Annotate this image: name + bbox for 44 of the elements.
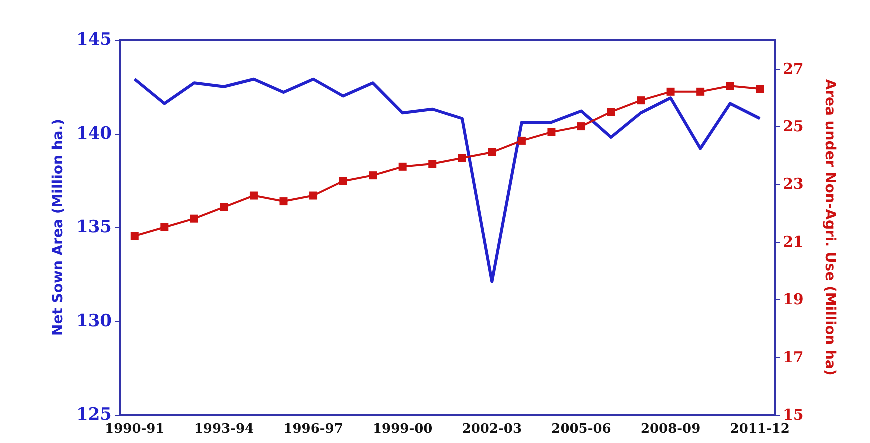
point [488, 148, 496, 156]
y2-tick-label: 15 [783, 406, 804, 424]
y-tick-label: 145 [76, 30, 112, 50]
point [666, 88, 675, 96]
point [756, 85, 764, 94]
x-tick-label: 1999-00 [373, 422, 433, 437]
point [518, 136, 526, 145]
point [280, 198, 288, 206]
point [130, 232, 139, 240]
y2-tick-label: 17 [783, 348, 804, 366]
y-axis-title: Net Sown Area (Million ha.) [50, 119, 67, 336]
point [607, 108, 616, 116]
point [577, 122, 586, 131]
point [339, 177, 348, 186]
y2-tick-label: 27 [783, 60, 804, 78]
x-tick-label: 1996-97 [284, 422, 344, 437]
y2-tick-label: 25 [783, 118, 804, 136]
x-tick-label: 2005-06 [552, 422, 612, 437]
point [548, 128, 556, 136]
point [398, 162, 407, 171]
x-tick-label: 1993-94 [194, 422, 254, 437]
point [310, 192, 318, 200]
point [369, 172, 378, 180]
point [220, 203, 228, 212]
point [696, 88, 705, 96]
x-tick-label: 2002-03 [462, 422, 522, 437]
x-tick-label: 1990-91 [105, 422, 165, 437]
y2-tick-label: 21 [783, 232, 804, 251]
y2-axis-title: Area under Non-Agri. Use (Million ha) [822, 79, 838, 376]
point [637, 96, 646, 105]
y-tick-label: 135 [76, 218, 112, 238]
point [726, 82, 734, 90]
point [428, 160, 437, 168]
point [458, 154, 466, 162]
y2-tick-label: 23 [783, 175, 804, 194]
point [160, 224, 169, 232]
point [250, 192, 258, 200]
y2-tick-label: 19 [783, 290, 804, 309]
x-tick-label: 2008-09 [640, 422, 701, 437]
x-tick-label: 2011-12 [730, 422, 790, 437]
line-series [133, 78, 762, 284]
y-tick-label: 140 [76, 124, 112, 144]
y-tick-label: 130 [76, 311, 112, 332]
point [190, 214, 198, 223]
